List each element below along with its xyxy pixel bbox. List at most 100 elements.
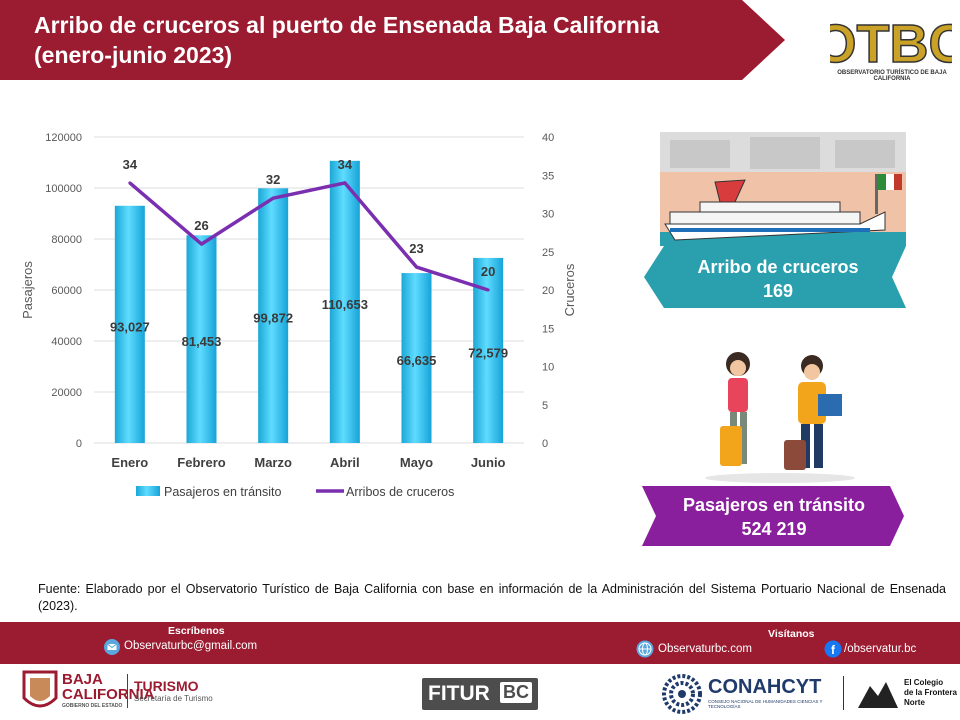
legend-label-line: Arribos de cruceros [346,485,454,499]
x-tick-label: Abril [330,455,360,470]
facebook-link[interactable]: /observatur.bc [844,643,917,655]
y-tick-label: 80000 [51,234,82,246]
bar-data-label: 66,635 [397,353,437,368]
y2-tick-label: 30 [542,209,554,221]
chart-area: 0 20000 40000 60000 80000 100000 120000 0 5 10 15 2… [0,110,620,530]
line-data-label: 20 [481,264,495,279]
email-link[interactable]: Observaturbc@gmail.com [124,640,258,652]
y-tick-label: 120000 [45,132,82,144]
title-line-1: Arribo de cruceros al puerto de Ensenada… [34,12,660,38]
colef-line3: Norte [904,698,925,707]
colef-logo: El Colegio de la Frontera Norte [904,678,957,708]
bc-logo-line1: BAJA [62,671,103,688]
bar [114,205,145,443]
legend-swatch-bars [136,486,160,496]
line-point [486,288,490,292]
y-axis-title: Pasajeros [20,261,35,319]
logo-divider [127,674,128,708]
escribenos-label: Escríbenos [168,625,225,637]
bar-data-label: 72,579 [468,345,508,360]
x-tick-label: Junio [471,455,506,470]
line-point [271,196,275,200]
pasajeros-card-value: 524 219 [741,519,807,539]
line-data-label: 26 [194,218,208,233]
turismo-logo: TURISMO [134,678,199,694]
fitur-logo-text: FITUR [428,682,490,705]
contact-footer: Escríbenos Observaturbc@gmail.com Visíta… [0,622,960,664]
conahcyt-logo: CONAHCYT [708,676,822,698]
pasajeros-card-shape [642,486,904,546]
bar [329,160,360,444]
conahcyt-logo-sub: CONSEJO NACIONAL DE HUMANIDADES CIENCIAS… [708,699,823,709]
line-data-label: 32 [266,172,280,187]
x-tick-label: Febrero [177,455,225,470]
colef-line1: El Colegio [904,678,944,687]
header-arrow-shape [0,0,785,80]
bar-data-label: 99,872 [253,311,293,326]
bc-logo-text: BAJA CALIFORNIA GOBIERNO DEL ESTADO [62,672,155,710]
x-tick-label: Mayo [400,455,433,470]
cruise-ship-illustration [660,132,906,246]
bar [186,235,217,443]
bar [401,273,432,443]
line-data-label: 23 [409,241,423,256]
bar-data-label: 81,453 [182,334,222,349]
website-link[interactable]: Observaturbc.com [658,643,752,655]
bar [258,188,289,443]
header-banner: Arribo de cruceros al puerto de Ensenada… [0,0,785,80]
cruceros-card: Arribo de cruceros 169 [664,255,892,303]
series-line [128,181,489,292]
facebook-icon: f [824,640,842,658]
y2-tick-label: 5 [542,400,548,412]
fitur-logo: FITUR BC [422,678,538,710]
x-tick-label: Marzo [254,455,292,470]
source-note: Fuente: Elaborado por el Observatorio Tu… [38,582,946,613]
partner-logos: BAJA CALIFORNIA GOBIERNO DEL ESTADO TURI… [0,664,960,720]
x-tick-label: Enero [111,455,148,470]
y-tick-label: 20000 [51,387,82,399]
bar-data-label: 110,653 [322,297,368,312]
line-data-label: 34 [123,157,138,172]
turismo-logo-sub: Secretaría de Turismo [134,694,213,703]
y-tick-label: 100000 [45,183,82,195]
line-point [200,242,203,246]
cruceros-card-shape [644,246,906,308]
y2-tick-label: 20 [542,285,554,297]
bc-logo-line3: GOBIERNO DEL ESTADO [62,703,123,709]
svg-text:f: f [831,643,836,657]
y2-tick-label: 10 [542,362,554,374]
bc-logo-line2: CALIFORNIA [62,686,155,703]
y2-tick-label: 40 [542,132,554,144]
otbc-logo-text: OTBC [830,14,952,70]
colef-mountain-logo [858,682,898,708]
y2-tick-label: 25 [542,247,554,259]
logo-divider-2 [843,676,844,710]
colef-line2: de la Frontera [904,688,957,697]
fitur-logo-bc: BC [500,682,532,703]
otbc-logo-subtitle: OBSERVATORIO TURÍSTICO DE BAJA CALIFORNI… [837,70,947,82]
bc-seal-logo [22,670,58,708]
line-point [343,181,347,185]
conahcyt-emblem [662,674,702,714]
bar-data-label: 93,027 [110,319,150,334]
y2-axis-title: Cruceros [562,263,577,316]
cruceros-card-value: 169 [762,281,794,301]
page-title: Arribo de cruceros al puerto de Ensenada… [34,10,734,70]
email-icon [104,639,120,655]
line-point [415,265,418,269]
globe-icon [636,640,654,658]
pasajeros-card-label: Pasajeros en tránsito [682,495,866,515]
y-tick-label: 60000 [51,285,82,297]
combo-chart: 0 20000 40000 60000 80000 100000 120000 0 5 10 15 2… [20,132,577,499]
cruceros-card-label: Arribo de cruceros [697,257,859,277]
y2-tick-label: 15 [542,323,554,335]
tourists-illustration [705,352,855,483]
legend-label-bars: Pasajeros en tránsito [164,485,281,499]
title-line-2: (enero-junio 2023) [34,42,233,68]
visitanos-label: Visítanos [768,628,815,640]
pasajeros-card: Pasajeros en tránsito 524 219 [660,493,888,541]
y-tick-label: 0 [76,438,82,450]
y2-tick-label: 35 [542,170,554,182]
otbc-logo: OTBC [814,10,960,82]
line-point [128,181,132,185]
